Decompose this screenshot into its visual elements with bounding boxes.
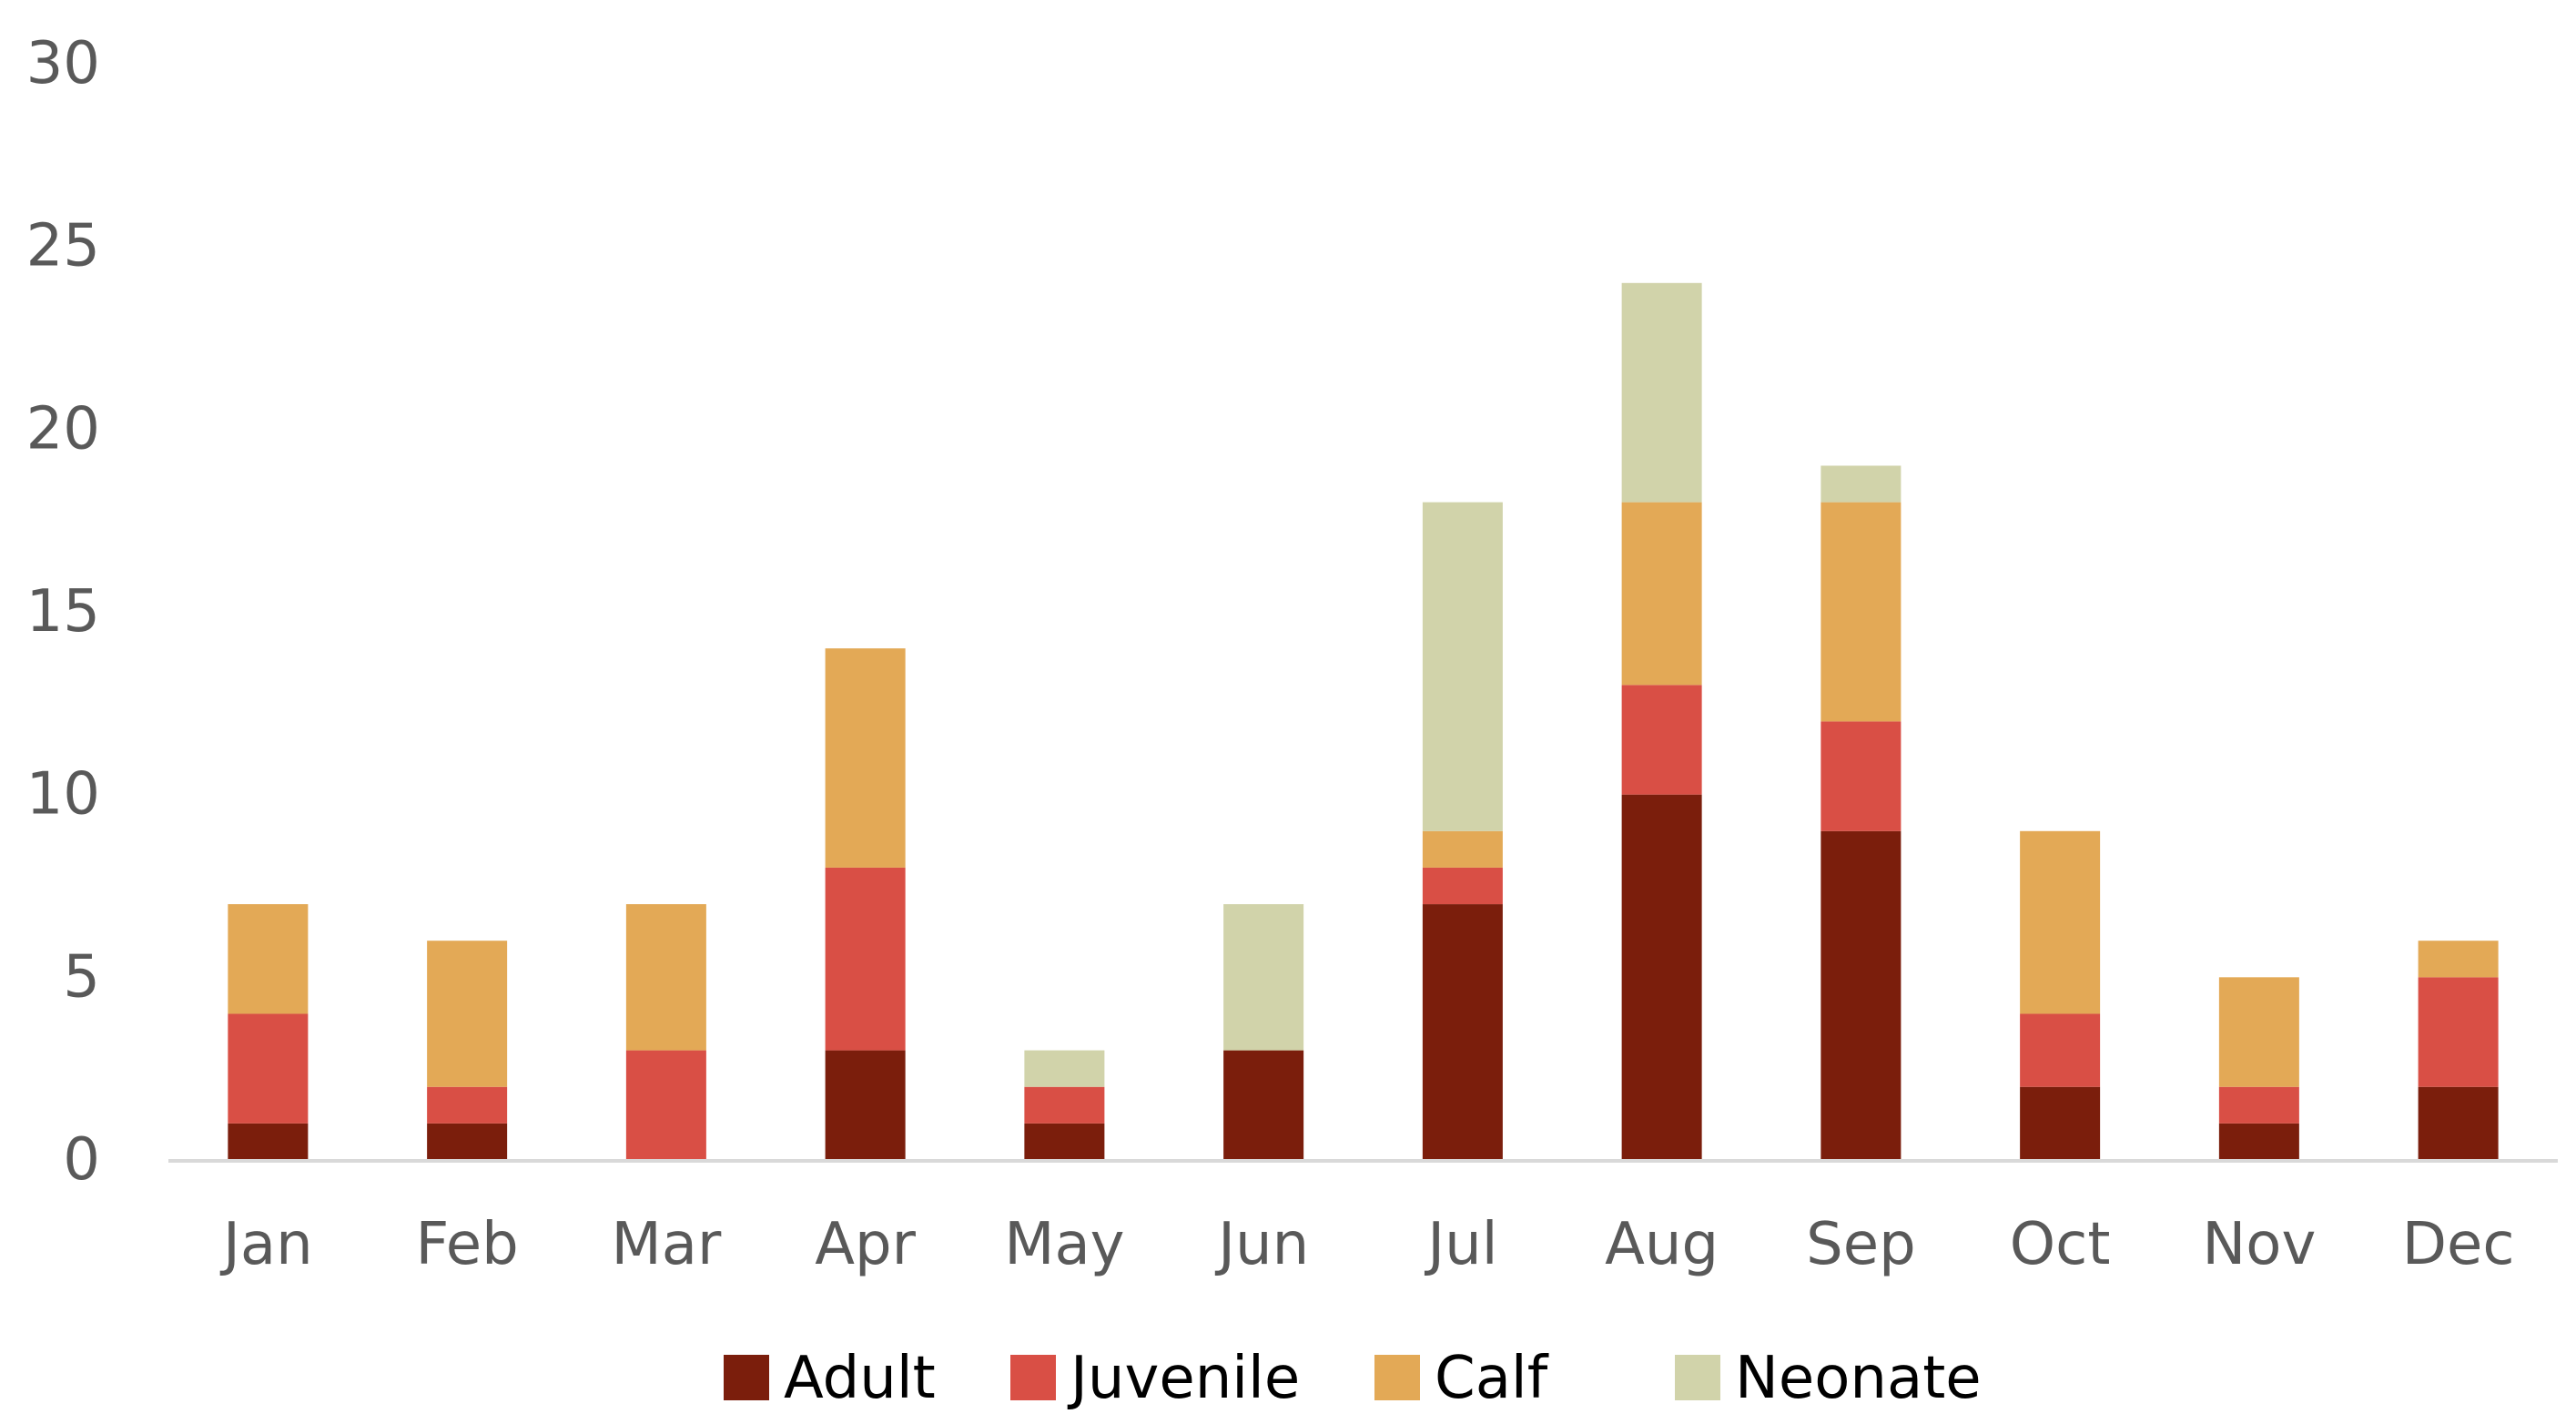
bar-segment-calf-dec xyxy=(2418,941,2499,978)
bar-segment-calf-feb xyxy=(427,941,508,1087)
legend-label-calf: Calf xyxy=(1435,1345,1549,1412)
bar-segment-adult-may xyxy=(1024,1123,1105,1160)
legend-label-juvenile: Juvenile xyxy=(1067,1345,1300,1412)
bar-segment-juvenile-nov xyxy=(2218,1086,2299,1124)
x-tick-label: May xyxy=(1004,1211,1124,1278)
bar-segment-adult-sep xyxy=(1820,830,1902,1160)
x-axis-ticks: Jan Feb Mar Apr May Jun Jul Aug Sep Oct Nov Dec xyxy=(219,1211,2515,1278)
x-tick-label: Aug xyxy=(1605,1211,1719,1278)
bar-segment-juvenile-apr xyxy=(825,867,906,1051)
bar-segment-juvenile-aug xyxy=(1621,685,1702,795)
x-tick-label: Nov xyxy=(2202,1211,2316,1278)
legend-swatch-juvenile xyxy=(1010,1355,1056,1400)
bar-segment-neonate-sep xyxy=(1820,465,1902,503)
bar-segment-calf-nov xyxy=(2218,977,2299,1087)
x-tick-label: Apr xyxy=(815,1211,916,1278)
legend-swatch-neonate xyxy=(1675,1355,1720,1400)
bar-segment-neonate-jun xyxy=(1223,904,1304,1051)
legend-swatch-adult xyxy=(724,1355,769,1400)
bar-segment-calf-oct xyxy=(2020,830,2101,1014)
bar-segment-calf-aug xyxy=(1621,502,1702,686)
bar-segment-adult-oct xyxy=(2020,1086,2101,1160)
bar-segment-juvenile-may xyxy=(1024,1086,1105,1124)
bar-segment-adult-jul xyxy=(1422,904,1503,1160)
bar-segment-adult-nov xyxy=(2218,1123,2299,1160)
bar-segment-adult-jan xyxy=(228,1123,309,1160)
x-tick-label: Oct xyxy=(2010,1211,2111,1278)
x-tick-label: Jan xyxy=(219,1211,313,1278)
y-tick-label: 5 xyxy=(63,943,100,1011)
bar-segment-neonate-aug xyxy=(1621,282,1702,503)
bar-segment-calf-sep xyxy=(1820,502,1902,722)
y-tick-label: 15 xyxy=(26,578,100,646)
bar-segment-calf-apr xyxy=(825,648,906,868)
x-tick-label: Sep xyxy=(1806,1211,1916,1278)
x-tick-label: Jun xyxy=(1214,1211,1309,1278)
bar-segment-neonate-jul xyxy=(1422,502,1503,831)
y-axis-ticks: 0 5 10 15 20 25 30 xyxy=(26,30,100,1194)
y-tick-label: 10 xyxy=(26,761,100,829)
legend: Adult Juvenile Calf Neonate xyxy=(724,1345,1982,1412)
bar-segment-juvenile-feb xyxy=(427,1086,508,1124)
bar-segment-neonate-may xyxy=(1024,1050,1105,1087)
bar-segment-calf-jul xyxy=(1422,830,1503,868)
bar-segment-juvenile-dec xyxy=(2418,977,2499,1087)
bar-segment-adult-apr xyxy=(825,1050,906,1160)
bars xyxy=(228,282,2499,1160)
bar-segment-adult-dec xyxy=(2418,1086,2499,1160)
y-tick-label: 0 xyxy=(63,1126,100,1194)
x-tick-label: Mar xyxy=(612,1211,722,1278)
y-tick-label: 20 xyxy=(26,395,100,463)
bar-segment-juvenile-oct xyxy=(2020,1013,2101,1087)
bar-segment-juvenile-jan xyxy=(228,1013,309,1124)
bar-segment-adult-feb xyxy=(427,1123,508,1160)
bar-segment-calf-mar xyxy=(625,904,706,1051)
x-tick-label: Feb xyxy=(415,1211,518,1278)
bar-segment-adult-jun xyxy=(1223,1050,1304,1160)
legend-swatch-calf xyxy=(1374,1355,1420,1400)
bar-segment-juvenile-sep xyxy=(1820,721,1902,831)
bar-segment-adult-aug xyxy=(1621,794,1702,1160)
bar-segment-juvenile-mar xyxy=(625,1050,706,1160)
bar-segment-juvenile-jul xyxy=(1422,867,1503,905)
y-tick-label: 30 xyxy=(26,30,100,97)
x-tick-label: Dec xyxy=(2402,1211,2515,1278)
bar-segment-calf-jan xyxy=(228,904,309,1014)
legend-label-adult: Adult xyxy=(784,1345,936,1412)
y-tick-label: 25 xyxy=(26,213,100,280)
legend-label-neonate: Neonate xyxy=(1735,1345,1982,1412)
x-tick-label: Jul xyxy=(1424,1211,1497,1278)
